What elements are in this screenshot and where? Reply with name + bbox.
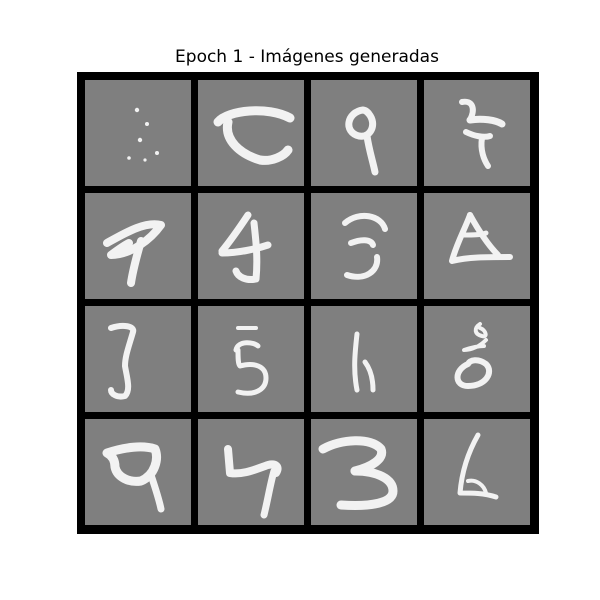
generated-image-r1-c2 xyxy=(311,193,417,299)
generated-image-r2-c0 xyxy=(85,306,191,412)
generated-image-r1-c1 xyxy=(198,193,304,299)
generated-image-r3-c1 xyxy=(198,419,304,525)
generated-image-r1-c0 xyxy=(85,193,191,299)
image-grid xyxy=(77,72,539,534)
generated-image-r0-c3 xyxy=(424,80,530,186)
generated-image-r2-c2 xyxy=(311,306,417,412)
generated-image-r0-c1 xyxy=(198,80,304,186)
generated-image-r3-c2 xyxy=(311,419,417,525)
generated-image-r3-c0 xyxy=(85,419,191,525)
generated-image-r2-c1 xyxy=(198,306,304,412)
generated-image-r1-c3 xyxy=(424,193,530,299)
generated-image-r3-c3 xyxy=(424,419,530,525)
generated-image-r2-c3 xyxy=(424,306,530,412)
generated-image-r0-c0 xyxy=(85,80,191,186)
figure-title: Epoch 1 - Imágenes generadas xyxy=(175,47,439,67)
generated-image-r0-c2 xyxy=(311,80,417,186)
